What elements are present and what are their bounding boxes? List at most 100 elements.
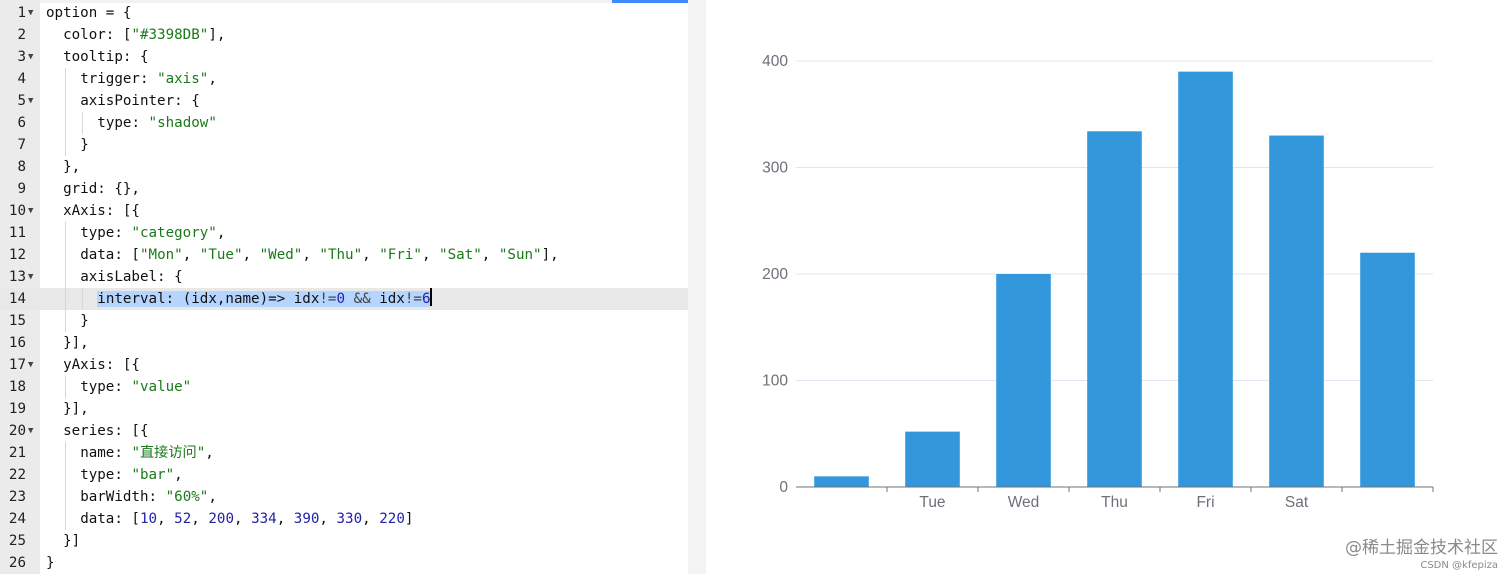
code-text: trigger: "axis",: [80, 71, 217, 87]
code-line[interactable]: 18 type: "value": [0, 376, 688, 398]
code-line[interactable]: 23 barWidth: "60%",: [0, 486, 688, 508]
fold-toggle-icon[interactable]: ▼: [28, 96, 34, 106]
line-number: 25: [8, 533, 26, 549]
line-number: 10: [8, 203, 26, 219]
code-text: type: "shadow": [97, 115, 217, 131]
code-text: name: "直接访问",: [80, 445, 214, 461]
code-text: grid: {},: [63, 181, 140, 197]
text-selection: interval: (idx,name)=> idx!=0 && idx!=6: [97, 291, 431, 307]
code-text: type: "value": [80, 379, 192, 395]
code-text: axisPointer: {: [80, 93, 200, 109]
code-text: xAxis: [{: [63, 203, 140, 219]
chart-panel: 0 100 200 300 400 Tue Wed Thu Fri Sat @稀土掘金技术社区 C…: [706, 0, 1512, 574]
fold-toggle-icon[interactable]: ▼: [28, 8, 34, 18]
fold-toggle-icon[interactable]: ▼: [28, 360, 34, 370]
code-text: }],: [63, 335, 89, 351]
indent-guide: [65, 222, 67, 244]
line-number: 19: [8, 401, 26, 417]
code-text: option = {: [46, 5, 132, 21]
code-line[interactable]: 17 ▼ yAxis: [{: [0, 354, 688, 376]
bar-chart: 0 100 200 300 400 Tue Wed Thu Fri Sat: [762, 53, 1434, 511]
editor-active-tab-indicator: [612, 0, 688, 3]
code-line[interactable]: 1 ▼ option = {: [0, 2, 688, 24]
code-line[interactable]: 15}: [0, 310, 688, 332]
code-line[interactable]: 13 ▼ axisLabel: {: [0, 266, 688, 288]
indent-guide: [65, 288, 67, 310]
code-text: tooltip: {: [63, 49, 149, 65]
code-line[interactable]: 21 name: "直接访问",: [0, 442, 688, 464]
code-line[interactable]: 24 data: [10, 52, 200, 334, 390, 330, 220…: [0, 508, 688, 530]
indent-guide: [65, 244, 67, 266]
line-number: 23: [8, 489, 26, 505]
code-line[interactable]: 2 color: ["#3398DB"],: [0, 24, 688, 46]
code-text: }: [80, 313, 89, 329]
line-number: 14: [8, 291, 26, 307]
code-line[interactable]: 26}: [0, 552, 688, 574]
bar-fri: [1178, 71, 1233, 488]
y-tick-label: 100: [762, 373, 788, 390]
code-text: },: [63, 159, 81, 175]
line-number: 22: [8, 467, 26, 483]
code-line[interactable]: 19}],: [0, 398, 688, 420]
code-text: barWidth: "60%",: [80, 489, 217, 505]
line-number: 12: [8, 247, 26, 263]
x-tick-label: Wed: [1008, 494, 1040, 511]
watermark-subtext: CSDN @kfepiza: [1420, 560, 1498, 571]
code-text: axisLabel: {: [80, 269, 183, 285]
line-number: 6: [17, 115, 26, 131]
indent-guide: [82, 112, 84, 134]
code-editor[interactable]: 1 ▼ option = {2 color: ["#3398DB"], 3 ▼ toolti…: [0, 0, 688, 574]
line-number: 17: [8, 357, 26, 373]
line-number: 1: [17, 5, 26, 21]
bar-tue: [905, 431, 960, 487]
bar-wed: [996, 274, 1051, 487]
code-line[interactable]: 6 type: "shadow": [0, 112, 688, 134]
code-line[interactable]: 5 ▼ axisPointer: {: [0, 90, 688, 112]
line-number-gutter: [0, 0, 40, 574]
x-tick-label: Sat: [1285, 494, 1309, 511]
line-number: 9: [17, 181, 26, 197]
text-cursor: [430, 288, 433, 306]
code-line[interactable]: 20 ▼ series: [{: [0, 420, 688, 442]
indent-guide: [65, 310, 67, 332]
line-number: 16: [8, 335, 26, 351]
code-line[interactable]: 7}: [0, 134, 688, 156]
fold-toggle-icon[interactable]: ▼: [28, 206, 34, 216]
indent-guide: [65, 68, 67, 90]
code-text: interval: (idx,name)=> idx!=0 && idx!=6: [97, 288, 433, 310]
fold-toggle-icon[interactable]: ▼: [28, 52, 34, 62]
indent-guide: [65, 134, 67, 156]
indent-guide: [65, 376, 67, 398]
code-line[interactable]: 11 type: "category",: [0, 222, 688, 244]
code-text: data: [10, 52, 200, 334, 390, 330, 220]: [80, 511, 414, 527]
line-number: 13: [8, 269, 26, 285]
code-text: yAxis: [{: [63, 357, 140, 373]
indent-guide: [65, 464, 67, 486]
code-line[interactable]: 22 type: "bar",: [0, 464, 688, 486]
code-line[interactable]: 25}]: [0, 530, 688, 552]
line-number: 18: [8, 379, 26, 395]
code-text: }: [80, 137, 89, 153]
code-line[interactable]: 3 ▼ tooltip: {: [0, 46, 688, 68]
code-text: }: [46, 555, 55, 571]
editor-scrollbar[interactable]: [688, 0, 706, 574]
code-line[interactable]: 14 interval: (idx,name)=> idx!=0 && idx!=…: [0, 288, 688, 310]
indent-guide: [65, 266, 67, 288]
indent-guide: [65, 112, 67, 134]
code-line[interactable]: 8},: [0, 156, 688, 178]
fold-toggle-icon[interactable]: ▼: [28, 426, 34, 436]
code-text: }]: [63, 533, 81, 549]
code-line[interactable]: 9 grid: {},: [0, 178, 688, 200]
line-number: 2: [17, 27, 26, 43]
y-tick-label: 0: [779, 479, 788, 496]
code-line[interactable]: 12 data: ["Mon", "Tue", "Wed", "Thu", "Fr…: [0, 244, 688, 266]
fold-toggle-icon[interactable]: ▼: [28, 272, 34, 282]
code-text: series: [{: [63, 423, 149, 439]
indent-guide: [65, 508, 67, 530]
code-line[interactable]: 10 ▼ xAxis: [{: [0, 200, 688, 222]
line-number: 21: [8, 445, 26, 461]
indent-guide: [65, 90, 67, 112]
line-number: 3: [17, 49, 26, 65]
code-line[interactable]: 16}],: [0, 332, 688, 354]
code-line[interactable]: 4 trigger: "axis",: [0, 68, 688, 90]
